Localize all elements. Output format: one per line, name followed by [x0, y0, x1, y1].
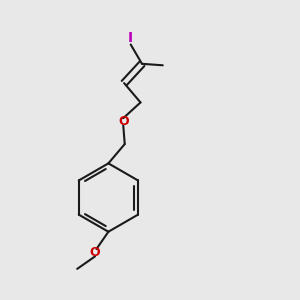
- Text: O: O: [118, 115, 129, 128]
- Text: O: O: [90, 246, 100, 259]
- Text: I: I: [128, 31, 133, 45]
